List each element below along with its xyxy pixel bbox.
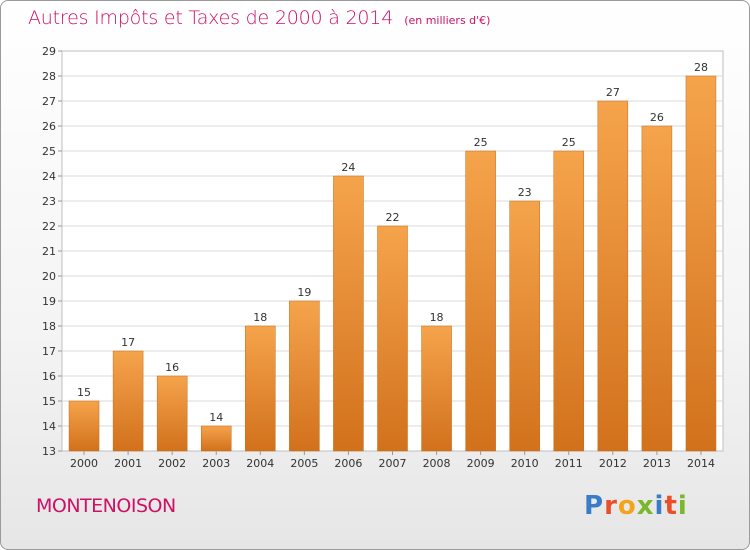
y-tick-label: 16 bbox=[42, 370, 56, 383]
y-tick-label: 26 bbox=[42, 120, 56, 133]
x-tick-label: 2009 bbox=[467, 457, 495, 470]
logo-letter: t bbox=[664, 491, 678, 521]
x-tick-label: 2008 bbox=[423, 457, 451, 470]
logo-letter: o bbox=[617, 491, 637, 521]
bar bbox=[200, 425, 232, 452]
x-tick-label: 2011 bbox=[555, 457, 583, 470]
data-label: 18 bbox=[253, 311, 267, 324]
y-tick-label: 27 bbox=[42, 95, 56, 108]
x-tick-label: 2006 bbox=[334, 457, 362, 470]
x-tick-label: 2014 bbox=[687, 457, 715, 470]
bar bbox=[597, 100, 629, 452]
bar bbox=[509, 200, 540, 452]
proxiti-logo[interactable]: Proxiti bbox=[584, 491, 688, 521]
bar bbox=[156, 375, 188, 452]
logo-letter: i bbox=[677, 491, 688, 521]
y-tick-label: 28 bbox=[42, 70, 56, 83]
y-tick-label: 18 bbox=[42, 320, 56, 333]
y-tick-label: 19 bbox=[42, 295, 56, 308]
data-label: 24 bbox=[341, 161, 355, 174]
logo-letter: x bbox=[636, 491, 655, 521]
bar bbox=[553, 150, 585, 452]
x-tick-label: 2003 bbox=[202, 457, 230, 470]
y-tick-label: 24 bbox=[42, 170, 56, 183]
data-label: 25 bbox=[562, 136, 576, 149]
y-tick-label: 29 bbox=[42, 45, 56, 58]
y-tick-label: 15 bbox=[42, 395, 56, 408]
y-tick-label: 23 bbox=[42, 195, 56, 208]
data-label: 15 bbox=[77, 386, 91, 399]
x-tick-label: 2005 bbox=[290, 457, 318, 470]
unit-note: (en milliers d'€) bbox=[404, 14, 491, 27]
bar bbox=[465, 150, 496, 452]
bar bbox=[68, 400, 100, 452]
y-tick-label: 22 bbox=[42, 220, 56, 233]
data-label: 18 bbox=[430, 311, 444, 324]
commune-name: MONTENOISON bbox=[36, 495, 176, 517]
y-tick-label: 20 bbox=[42, 270, 56, 283]
data-labels: 15 17 16 14 18 19 24 22 18 25 23 25 27 26 28 bbox=[77, 61, 708, 424]
x-tick-label: 2001 bbox=[114, 457, 142, 470]
y-tick-label: 13 bbox=[42, 445, 56, 458]
bar bbox=[421, 325, 452, 452]
x-tick-label: 2013 bbox=[643, 457, 671, 470]
data-label: 14 bbox=[209, 411, 223, 424]
chart-title-block: Autres Impôts et Taxes de 2000 à 2014 (e… bbox=[28, 7, 490, 29]
data-label: 16 bbox=[165, 361, 179, 374]
x-axis-labels: 2000 2001 2002 2003 2004 2005 2006 2007 2008 2009… bbox=[70, 451, 715, 470]
data-label: 19 bbox=[297, 286, 311, 299]
data-label: 22 bbox=[386, 211, 400, 224]
x-tick-label: 2002 bbox=[158, 457, 186, 470]
y-tick-label: 25 bbox=[42, 145, 56, 158]
bar bbox=[641, 125, 673, 452]
bars bbox=[68, 75, 717, 452]
data-label: 17 bbox=[121, 336, 135, 349]
y-axis-labels: 13 14 15 16 17 18 19 20 21 22 23 24 25 26 27 28 29 bbox=[42, 45, 62, 458]
bar bbox=[289, 300, 320, 452]
bar bbox=[112, 350, 144, 452]
y-tick-label: 17 bbox=[42, 345, 56, 358]
chart-title: Autres Impôts et Taxes de 2000 à 2014 bbox=[28, 7, 394, 29]
data-label: 25 bbox=[474, 136, 488, 149]
logo-letter: P bbox=[584, 491, 605, 521]
y-tick-label: 14 bbox=[42, 420, 56, 433]
x-tick-label: 2007 bbox=[379, 457, 407, 470]
x-tick-label: 2000 bbox=[70, 457, 98, 470]
bar bbox=[245, 325, 276, 452]
logo-letter: r bbox=[604, 491, 618, 521]
x-tick-label: 2004 bbox=[246, 457, 274, 470]
bar bbox=[333, 175, 364, 452]
data-label: 28 bbox=[694, 61, 708, 74]
y-tick-label: 21 bbox=[42, 245, 56, 258]
x-tick-label: 2010 bbox=[511, 457, 539, 470]
data-label: 27 bbox=[606, 86, 620, 99]
bar bbox=[377, 225, 408, 452]
bar bbox=[685, 75, 717, 452]
data-label: 23 bbox=[518, 186, 532, 199]
data-label: 26 bbox=[650, 111, 664, 124]
logo-letter: i bbox=[654, 491, 665, 521]
x-tick-label: 2012 bbox=[599, 457, 627, 470]
